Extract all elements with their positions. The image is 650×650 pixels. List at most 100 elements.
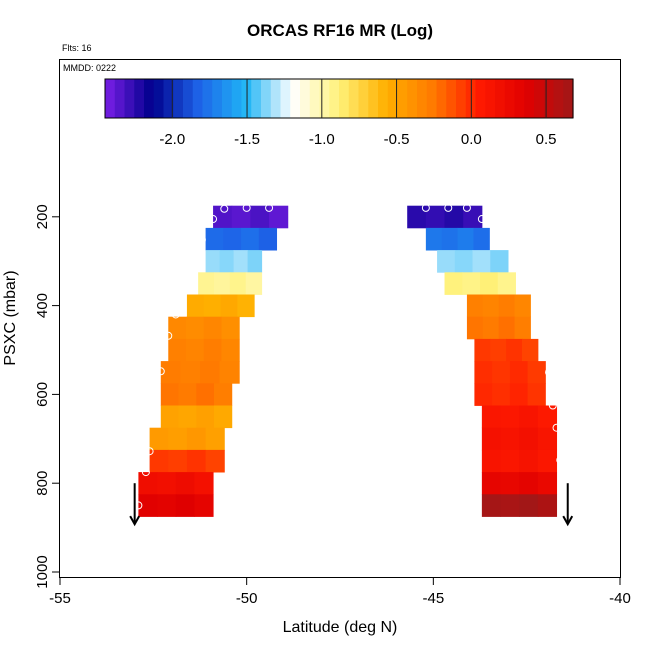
right-profile-cell [506,338,523,362]
sample-point [548,401,557,410]
colorbar-swatch [475,79,486,118]
right-profile-cell [480,272,499,295]
colorbar-swatch [543,79,555,118]
right-profile-cell [492,361,511,384]
right-profile-cell [498,316,516,340]
descent-arrow-head [562,515,574,527]
flights-label: Flts: 16 [62,43,92,53]
right-profile-cell [519,494,539,517]
right-profile-cell [500,449,520,473]
profile-cells [138,205,558,517]
y-tick-label: 800 [34,471,51,496]
y-axis-label: PSXC (mbar) [2,270,19,365]
plot-frame [59,59,621,578]
colorbar-tick-label: 0.5 [536,131,557,148]
y-tick-label: 1000 [34,555,51,588]
left-profile-cell [196,405,215,429]
left-profile-cell [231,205,251,229]
right-profile-cell [500,494,520,517]
right-profile-cell [474,338,491,362]
right-profile-cell [425,227,443,251]
left-profile-cell [200,361,221,384]
x-tick-label: -50 [236,590,258,607]
right-profile-cell [474,383,493,406]
colorbar-swatch [504,79,516,118]
right-profile-cell [514,316,531,340]
left-profile-cell [214,405,233,429]
colorbar-swatch [534,79,545,118]
left-profile-cell [186,338,205,362]
right-profile-cell [537,472,558,495]
colorbar-swatch [368,79,379,118]
right-profile-cell [500,472,520,495]
left-profile-cell [186,427,207,451]
y-axis: 200 400 600 800 1000 [34,204,59,589]
left-profile-cell [229,272,247,295]
right-profile-cell [519,472,539,495]
sample-point [444,203,453,212]
colorbar-swatch [563,79,574,118]
sample-points [134,203,565,510]
sample-point [265,203,274,212]
right-profile-cell [481,494,502,517]
left-profile-cell [138,494,158,517]
left-profile-cell [237,294,255,318]
right-profile-cell [537,427,558,451]
right-profile-cell [537,449,558,473]
left-profile-cell [160,383,180,406]
left-profile-cell [175,494,195,517]
right-profile-cell [482,294,500,318]
x-tick-label: -55 [49,590,71,607]
colorbar-swatch [231,79,243,118]
left-profile-cell [160,361,181,384]
sample-point [171,310,180,319]
x-axis-label: Latitude (deg N) [283,619,398,636]
left-profile-cell [203,316,222,340]
colorbar-swatch [173,79,184,118]
colorbar-swatch [446,79,457,118]
colorbar-swatch [183,79,194,118]
x-tick-label: -40 [609,590,631,607]
colorbar-swatch [261,79,272,118]
colorbar-swatch [212,79,223,118]
right-profile-cell [519,449,539,473]
left-profile-cell [205,449,225,473]
colorbar-swatch [319,79,330,118]
colorbar-tick-label: 0.0 [461,131,482,148]
sample-point [220,204,229,213]
sample-point [421,203,430,212]
right-profile-cell [444,272,463,295]
right-profile-cell [466,294,484,318]
colorbar-swatch [192,79,204,118]
x-tick-label: -45 [422,590,444,607]
sample-point [462,203,471,212]
colorbar-swatch [348,79,360,118]
right-profile-cell [482,316,500,340]
colorbar-swatch [426,79,438,118]
left-profile-cell [269,205,289,229]
right-profile-cell [527,383,546,406]
colorbar-swatch [114,79,126,118]
left-profile-cell [203,338,222,362]
left-profile-cell [157,494,177,517]
colorbar-swatch [407,79,418,118]
colorbar-swatch [105,79,116,118]
left-profile-cell [178,383,197,406]
sample-point [209,215,218,224]
right-profile-cell [481,427,502,451]
left-profile-cell [250,205,270,229]
left-profile-cell [178,405,197,429]
right-profile-cell [490,250,509,273]
left-profile-cell [220,294,238,318]
colorbar-swatch [290,79,301,118]
sample-point [145,447,154,456]
left-profile-cell [223,227,242,251]
right-profile-cell [519,427,539,451]
left-profile-cell [219,361,240,384]
right-profile-cell [514,294,531,318]
descent-arrow-head [129,515,141,527]
left-profile-cell [213,205,233,229]
sample-point [556,456,565,465]
left-profile-cell [245,272,263,295]
right-profile-cell [472,250,491,273]
